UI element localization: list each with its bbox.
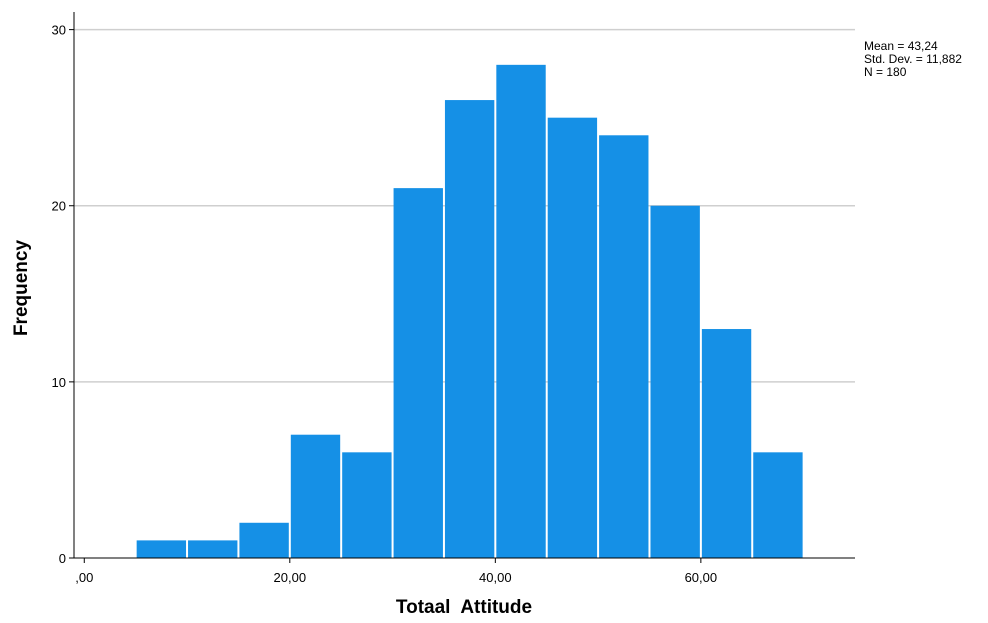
histogram-bar xyxy=(599,135,649,558)
x-tick-label: ,00 xyxy=(75,570,93,585)
x-tick-labels: ,00 20,00 40,00 60,00 xyxy=(75,558,717,585)
histogram-bar xyxy=(496,64,546,558)
x-tick-label: 20,00 xyxy=(274,570,307,585)
histogram-bar xyxy=(239,522,289,558)
histogram-bar xyxy=(290,434,341,558)
stat-std-dev: Std. Dev. = 11,882 xyxy=(864,52,962,66)
y-tick-label: 20 xyxy=(52,199,66,214)
y-tick-label: 10 xyxy=(52,375,66,390)
stat-n: N = 180 xyxy=(864,65,907,79)
y-tick-label: 0 xyxy=(59,551,66,566)
histogram-bar xyxy=(393,188,443,558)
histogram-bar xyxy=(188,540,238,558)
y-tick-label: 30 xyxy=(52,23,66,38)
histogram-bar xyxy=(650,205,700,558)
histogram-bar xyxy=(753,452,803,558)
histogram-bar xyxy=(342,452,392,558)
x-axis-title: Totaal Attitude xyxy=(396,597,532,618)
histogram-bar xyxy=(547,117,598,558)
y-tick-labels: 0 10 20 30 xyxy=(52,23,74,566)
statistics-box: Mean = 43,24 Std. Dev. = 11,882 N = 180 xyxy=(864,39,962,79)
axes xyxy=(73,12,855,559)
y-axis-title: Frequency xyxy=(11,240,32,337)
stat-mean: Mean = 43,24 xyxy=(864,39,938,53)
histogram-bar xyxy=(701,329,752,558)
x-tick-label: 40,00 xyxy=(479,570,512,585)
x-tick-label: 60,00 xyxy=(685,570,718,585)
bars xyxy=(136,64,803,558)
histogram-bar xyxy=(136,540,187,558)
histogram-bar xyxy=(444,100,495,558)
